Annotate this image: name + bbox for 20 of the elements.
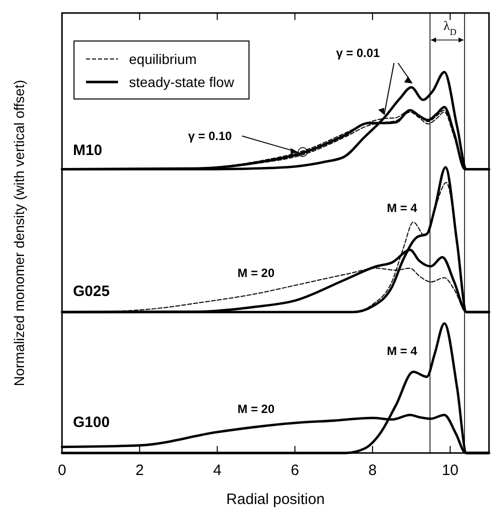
x-tick-label: 8 [368,462,377,479]
text: γ = 0.01 [336,46,380,60]
annotation: G025 [73,283,110,300]
legend-label: steady-state flow [129,74,235,90]
x-tick-label: 0 [58,462,66,479]
x-tick-label: 6 [290,462,300,479]
x-tick-label: 10 [442,462,459,479]
annotation: M = 20 [237,402,275,416]
annotation: G100 [73,414,110,431]
x-axis-title: Radial position [226,491,325,508]
legend-label: equilibrium [129,51,197,67]
annotation: M = 20 [237,266,275,280]
annotation: γ = 0.10 [188,129,232,143]
x-tick-label: 2 [135,462,144,479]
y-axis-title: Normalized monomer density (with vertical offset) [11,80,27,386]
annotation: M = 4 [386,201,418,215]
x-tick-label: 4 [213,462,222,479]
text: λ$_{D}$ [444,18,457,37]
annotation: M = 4 [386,344,418,358]
annotation: M10 [73,142,102,159]
